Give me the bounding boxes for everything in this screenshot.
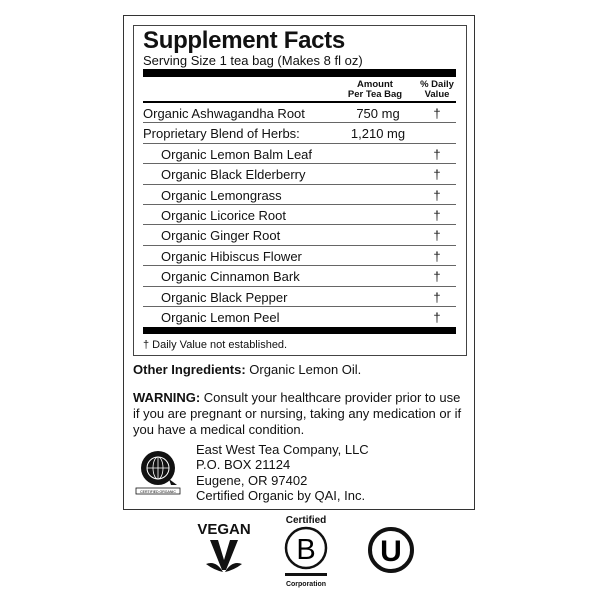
warning: WARNING: Consult your healthcare provide… [133, 390, 462, 437]
ingredient-name: Organic Ashwagandha Root [143, 106, 305, 121]
ingredient-name: Organic Ginger Root [161, 228, 281, 244]
qai-logo-text: CERTIFIED ORGANIC [140, 490, 176, 494]
ingredient-name: Organic Licorice Root [161, 208, 286, 223]
table-row: Organic Lemongrass † [143, 185, 456, 205]
daily-value: † [433, 228, 441, 244]
daily-value: † [433, 146, 441, 162]
daily-value: † [433, 269, 441, 285]
table-row: Organic Lemon Peel † [143, 307, 456, 327]
amount: 1,210 mg [350, 126, 406, 142]
table-row: Organic Lemon Balm Leaf † [143, 144, 456, 165]
kosher-ou-icon: U [368, 527, 414, 573]
dv-header: % Daily Value [420, 79, 454, 100]
table-row: Organic Ashwagandha Root 750 mg † [143, 103, 456, 124]
divider [143, 101, 456, 103]
table-row: Organic Black Pepper † [143, 287, 456, 307]
company-address: East West Tea Company, LLC P.O. BOX 21124… [196, 442, 369, 503]
amount-header: Amount Per Tea Bag [347, 79, 403, 100]
vegan-badge: VEGAN [194, 521, 254, 583]
daily-value: † [433, 208, 441, 223]
b-corp-badge: Certified B Corporation [280, 515, 332, 588]
supplement-facts-panel [133, 25, 467, 356]
qai-certified-organic-logo: CERTIFIED ORGANIC [135, 451, 181, 495]
serving-size: Serving Size 1 tea bag (Makes 8 fl oz) [143, 53, 363, 68]
table-row: Proprietary Blend of Herbs: 1,210 mg [143, 123, 456, 144]
table-row: Organic Licorice Root † [143, 205, 456, 226]
daily-value: † [433, 106, 441, 121]
ingredient-name: Organic Lemongrass [161, 187, 282, 203]
footnote: † Daily Value not established. [143, 339, 288, 351]
label-border [123, 15, 475, 510]
divider-thick [143, 327, 456, 334]
ingredient-name: Proprietary Blend of Herbs: [143, 126, 300, 142]
vegan-v-leaf-icon [206, 540, 242, 572]
ingredient-name: Organic Lemon Peel [161, 310, 280, 325]
ingredient-name: Organic Cinnamon Bark [161, 269, 300, 285]
panel-title: Supplement Facts [143, 27, 345, 54]
table-row: Organic Hibiscus Flower † [143, 246, 456, 267]
ingredient-name: Organic Black Pepper [161, 289, 288, 305]
ingredient-name: Organic Hibiscus Flower [161, 248, 302, 264]
table-row: Organic Black Elderberry † [143, 164, 456, 185]
daily-value: † [433, 248, 441, 264]
daily-value: † [433, 187, 441, 203]
ingredient-name: Organic Lemon Balm Leaf [161, 146, 313, 162]
amount: 750 mg [356, 106, 400, 121]
vegan-text: VEGAN [197, 521, 251, 538]
daily-value: † [433, 167, 441, 183]
b-corp-icon: B [284, 526, 328, 576]
ingredient-name: Organic Black Elderberry [161, 167, 306, 183]
daily-value: † [433, 289, 441, 305]
table-row: Organic Cinnamon Bark † [143, 266, 456, 287]
other-ingredients: Other Ingredients: Organic Lemon Oil. [133, 362, 362, 377]
svg-text:U: U [380, 535, 402, 568]
daily-value: † [433, 310, 441, 325]
table-row: Organic Ginger Root † [143, 225, 456, 246]
divider-thick [143, 69, 456, 77]
svg-text:B: B [296, 534, 315, 566]
